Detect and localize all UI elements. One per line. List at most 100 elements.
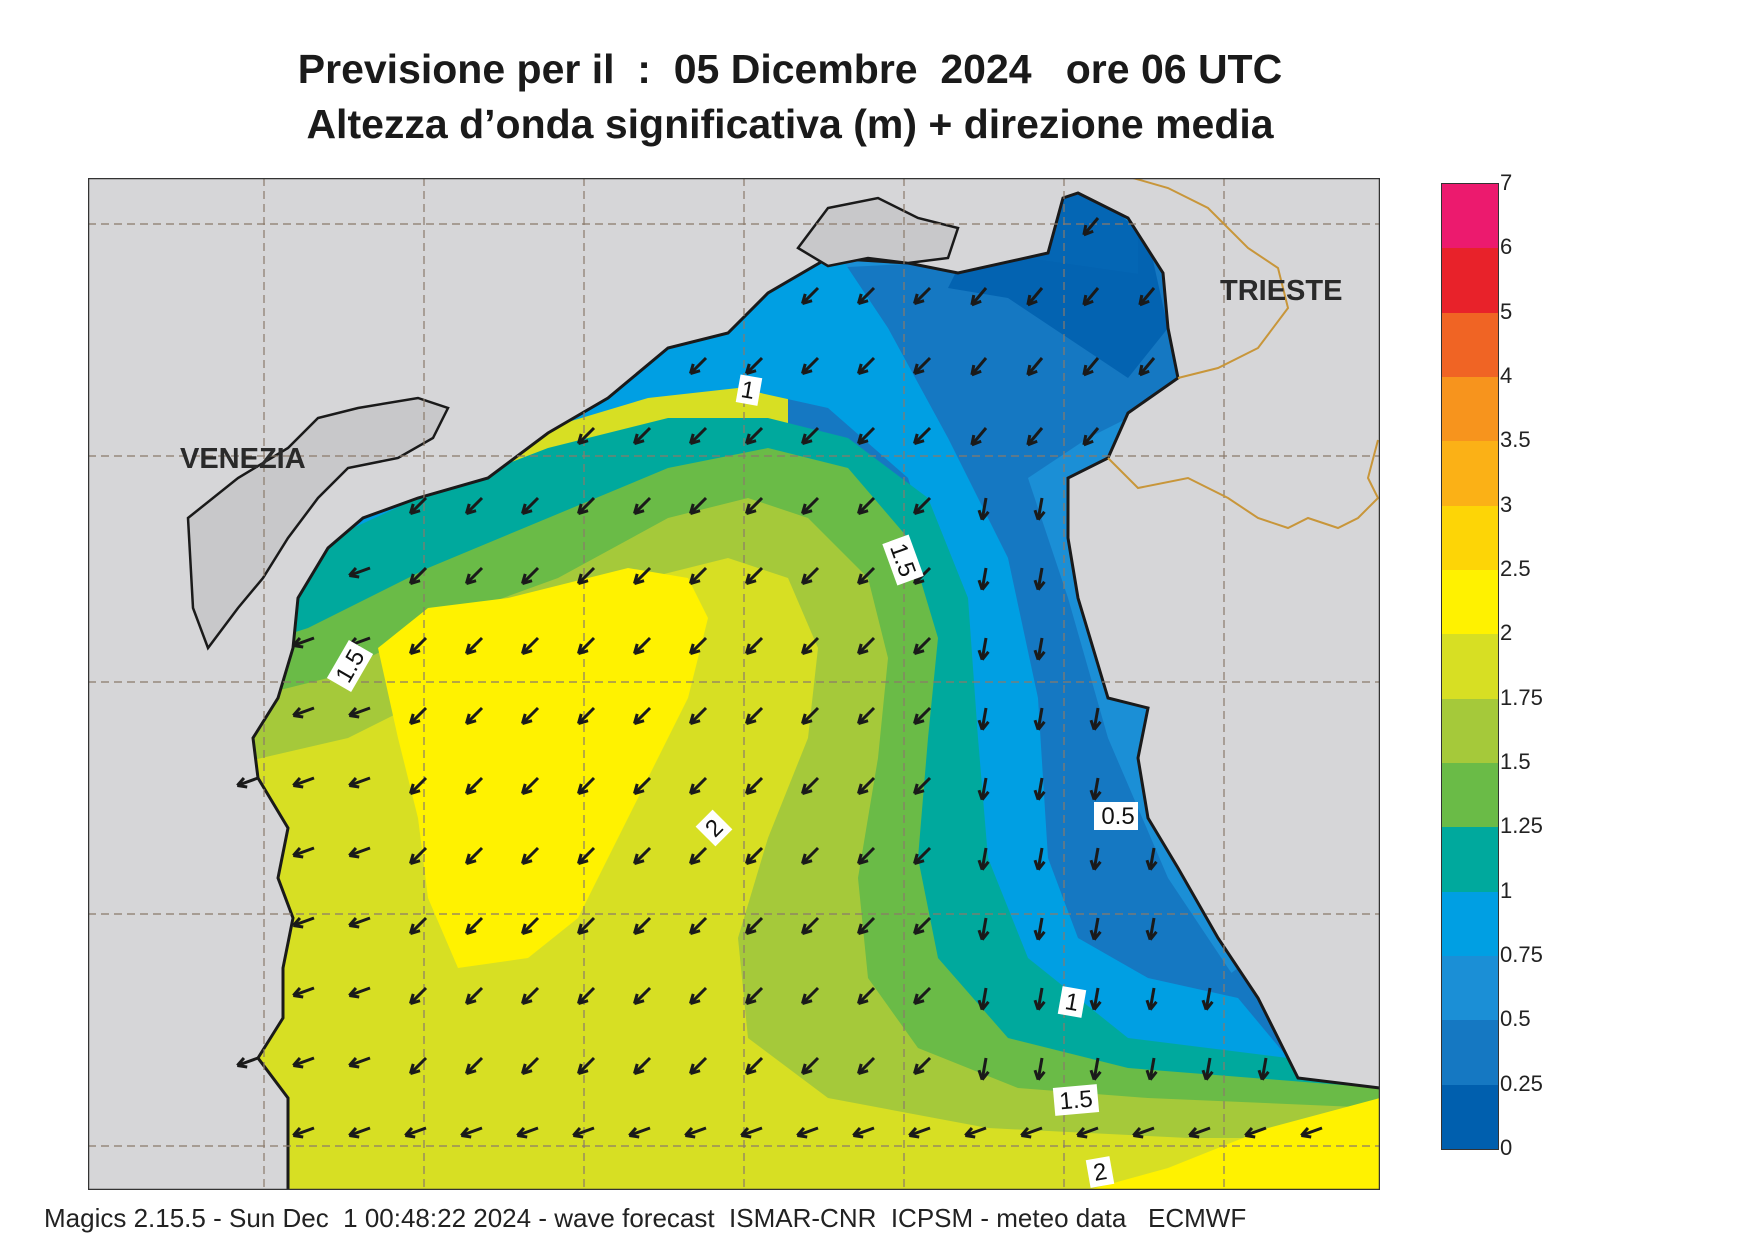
direction-arrow [409,566,428,585]
direction-arrow [633,426,652,445]
direction-arrow-head [465,713,477,725]
direction-arrow-head [409,713,421,725]
direction-arrow-head [689,783,701,795]
direction-arrow [1244,1126,1267,1137]
direction-arrow [348,986,371,997]
title-forecast-date: Previsione per il : 05 Dicembre 2024 ore… [297,46,1283,92]
direction-arrow-head [292,707,304,719]
direction-arrow-head [465,573,477,585]
direction-arrow [236,776,259,787]
colorbar-segment [1442,184,1498,249]
direction-arrow-head [745,363,757,375]
direction-arrow [913,986,932,1005]
direction-arrow-head [977,649,990,661]
colorbar-segment [1442,248,1498,314]
direction-arrow [913,356,932,375]
contour-label: 1 [1063,988,1081,1017]
direction-arrow-head [409,573,421,585]
direction-arrow [236,1056,259,1067]
direction-arrow [460,1126,483,1137]
direction-arrow [521,706,540,725]
colorbar-segment [1442,377,1498,442]
direction-arrow [292,706,315,717]
direction-arrow-head [577,993,589,1005]
colorbar-label: 5 [1500,298,1513,324]
direction-arrow [745,986,764,1005]
direction-arrow [292,1056,315,1067]
direction-arrow [857,426,876,445]
direction-arrow [1300,1126,1323,1137]
direction-arrow [1092,987,1100,1010]
direction-arrow-head [292,917,304,929]
contour-label: 1 [739,376,757,405]
direction-arrow [689,1056,708,1075]
direction-arrow [465,986,484,1005]
direction-arrow [409,706,428,725]
direction-arrow-head [908,1127,920,1139]
direction-arrow [628,1126,651,1137]
direction-arrow-head [684,1127,696,1139]
direction-arrow [1036,567,1044,590]
direction-arrow [292,636,315,647]
direction-arrow-head [348,917,360,929]
direction-arrow [1082,357,1100,376]
direction-arrow [970,357,988,376]
direction-arrow [521,986,540,1005]
direction-arrow [801,986,820,1005]
colorbar-segment [1442,312,1498,378]
direction-arrow-head [913,643,925,655]
direction-arrow [521,916,540,935]
direction-arrow [745,636,764,655]
colorbar-segment [1442,891,1498,957]
direction-arrow [1092,917,1100,940]
direction-arrow [1036,497,1044,520]
direction-arrow [409,916,428,935]
direction-arrow [1148,917,1156,940]
contour-label: 2 [1091,1158,1109,1187]
colorbar-label: 0.5 [1500,1006,1531,1032]
direction-arrow-head [857,503,869,515]
direction-arrow [577,706,596,725]
direction-arrow [633,916,652,935]
direction-arrow [1092,1057,1100,1080]
colorbar-label: 3.5 [1500,427,1531,453]
direction-arrow-head [1138,364,1150,377]
direction-arrow-head [857,923,869,935]
direction-arrow-head [1145,999,1158,1011]
direction-arrow-head [1033,999,1046,1011]
direction-arrow-head [1033,579,1046,591]
direction-arrow [970,287,988,306]
direction-arrow-head [1076,1127,1088,1139]
direction-arrow-head [577,853,589,865]
direction-arrow-head [801,293,813,305]
direction-arrow [1092,777,1100,800]
direction-arrow [801,496,820,515]
direction-arrow [980,777,988,800]
direction-arrow-head [577,1063,589,1075]
direction-arrow-head [977,579,990,591]
direction-arrow-head [1089,859,1102,871]
direction-arrow-head [689,853,701,865]
direction-arrow [465,496,484,515]
direction-arrow [633,846,652,865]
direction-arrow-head [465,993,477,1005]
direction-arrow [292,986,315,997]
direction-arrow-head [801,923,813,935]
direction-arrow [465,916,484,935]
direction-arrow-head [977,999,990,1011]
footer-credits: Magics 2.15.5 - Sun Dec 1 00:48:22 2024 … [44,1203,1247,1233]
direction-arrow-head [409,853,421,865]
contour-label: 1.5 [1058,1086,1094,1116]
direction-arrow-head [852,1127,864,1139]
direction-arrow [980,917,988,940]
direction-arrow [740,1126,763,1137]
direction-arrow [348,776,371,787]
direction-arrow [409,846,428,865]
direction-arrow [1026,427,1044,446]
direction-arrow-head [913,293,925,305]
direction-arrow [745,566,764,585]
direction-arrow-head [1132,1127,1144,1139]
direction-arrow-head [348,987,360,999]
direction-arrow [913,496,932,515]
direction-arrow [409,636,428,655]
